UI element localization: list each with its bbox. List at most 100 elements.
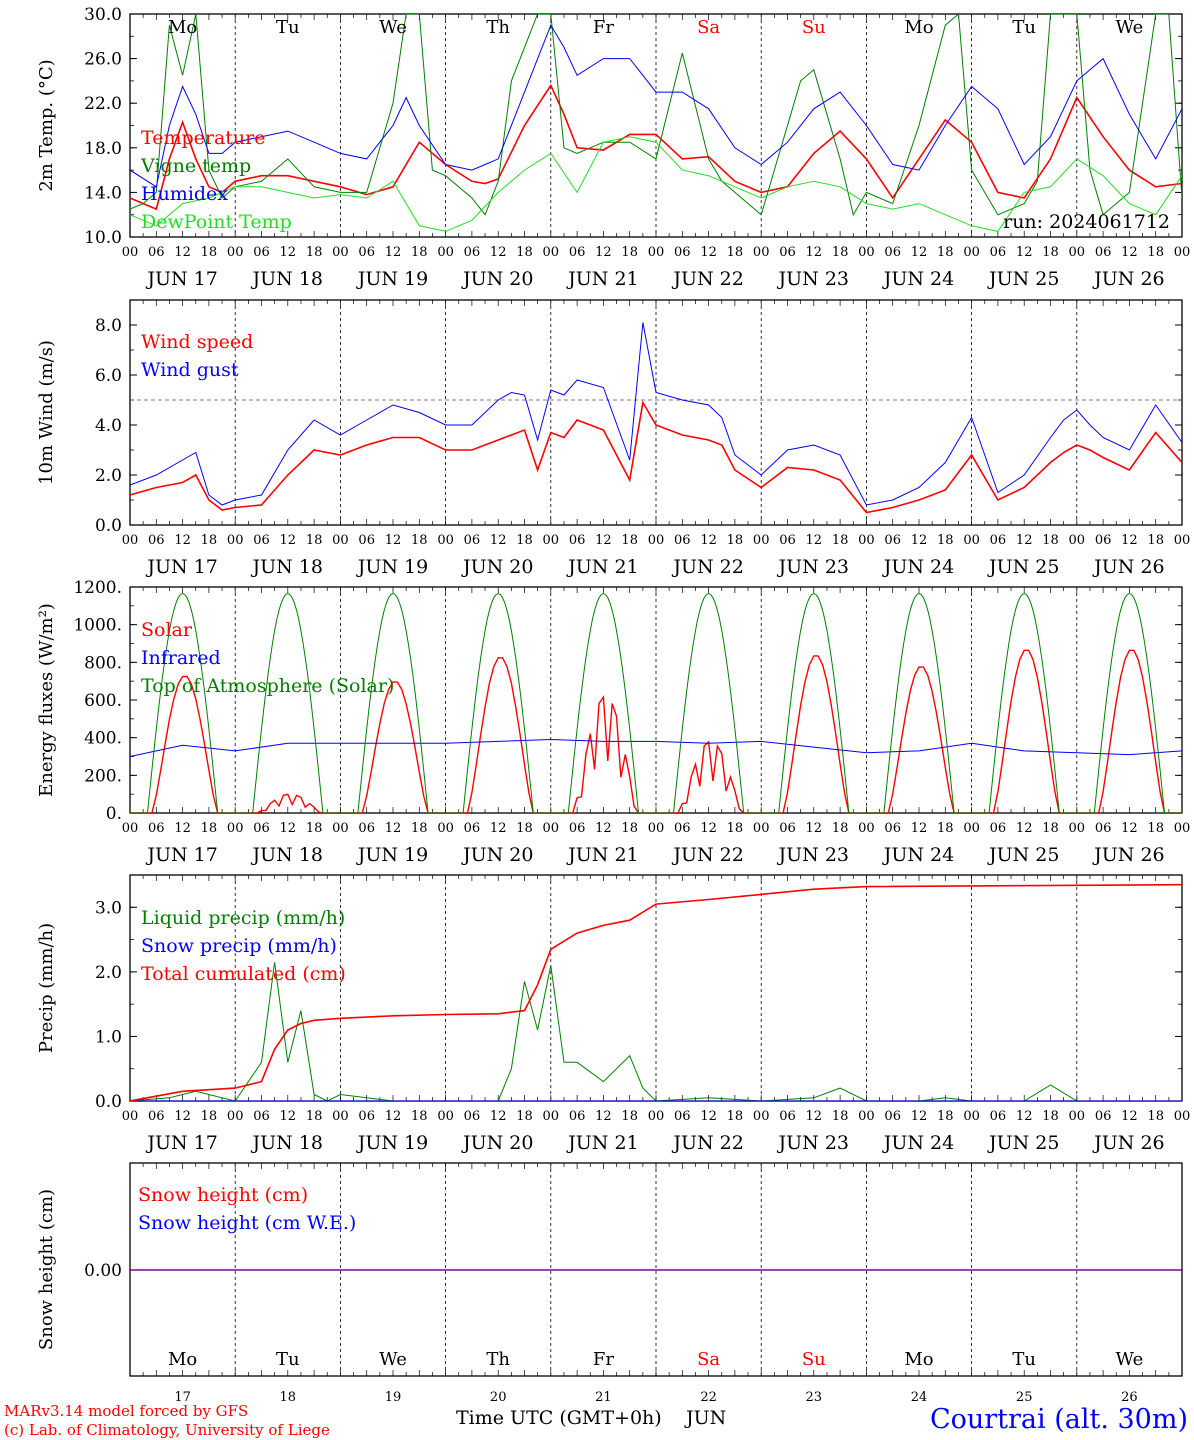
hour-label: 12 <box>174 1109 191 1124</box>
day-number: 18 <box>280 1390 297 1405</box>
hour-label: 12 <box>806 533 823 548</box>
y-tick-label: 3.0 <box>95 898 122 918</box>
y-tick-label: 400. <box>84 729 122 749</box>
hour-label: 12 <box>385 1109 402 1124</box>
hour-label: 00 <box>122 533 139 548</box>
date-label: JUN 23 <box>777 268 849 290</box>
run-label: run: 2024061712 <box>1003 211 1170 233</box>
hour-label: 00 <box>1069 1109 1086 1124</box>
series-group <box>130 883 1182 1101</box>
legend-entry: Solar <box>141 619 193 641</box>
hour-label: 06 <box>884 245 901 260</box>
panel-2: 0.0 2.0 4.0 6.0 8.0 10m Wind (m/s) Wind speed W… <box>36 299 1190 578</box>
hour-label: 00 <box>1069 821 1086 836</box>
hour-label: 18 <box>1042 245 1059 260</box>
hour-label: 12 <box>385 245 402 260</box>
hour-label: 12 <box>595 533 612 548</box>
date-label: JUN 20 <box>461 268 533 290</box>
y-tick-label: 1.0 <box>95 1027 122 1047</box>
hour-label: 18 <box>832 1109 849 1124</box>
legend-entry: Snow precip (mm/h) <box>141 935 337 957</box>
date-label: JUN 22 <box>671 268 743 290</box>
day-number: 19 <box>385 1390 402 1405</box>
hour-label: 06 <box>358 245 375 260</box>
day-number: 24 <box>911 1390 928 1405</box>
hour-label: 12 <box>1121 533 1138 548</box>
hour-label: 18 <box>1042 1109 1059 1124</box>
hour-label: 18 <box>727 821 744 836</box>
hour-label: 00 <box>227 533 244 548</box>
day-name: Th <box>486 1349 510 1370</box>
date-label: JUN 22 <box>671 1132 743 1154</box>
day-name: We <box>379 17 407 38</box>
series-group <box>130 593 1182 813</box>
y-tick-label: 30.0 <box>84 5 122 25</box>
hour-label: 06 <box>358 533 375 548</box>
date-label: JUN 21 <box>566 844 638 866</box>
hour-label: 00 <box>1069 533 1086 548</box>
hour-label: 00 <box>963 245 980 260</box>
hour-label: 18 <box>1147 821 1164 836</box>
hour-label: 00 <box>753 533 770 548</box>
hour-label: 00 <box>858 821 875 836</box>
hour-label: 00 <box>858 245 875 260</box>
hour-label: 18 <box>937 533 954 548</box>
date-label: JUN 26 <box>1092 268 1164 290</box>
hour-label: 18 <box>516 245 533 260</box>
date-label: JUN 26 <box>1092 556 1164 578</box>
y-tick-label: 800. <box>84 653 122 673</box>
day-number: 25 <box>1016 1390 1033 1405</box>
hour-label: 12 <box>1016 821 1033 836</box>
date-label: JUN 21 <box>566 1132 638 1154</box>
hour-label: 06 <box>1095 533 1112 548</box>
panel-3: 0. 200. 400. 600. 800. 1000. 1200. Energy fluxe… <box>36 578 1190 866</box>
hour-label: 12 <box>806 821 823 836</box>
hour-label: 18 <box>621 1109 638 1124</box>
hour-label: 12 <box>1016 245 1033 260</box>
month-label: JUN <box>684 1407 726 1429</box>
day-name: Mo <box>904 17 933 38</box>
hour-label: 12 <box>385 533 402 548</box>
hour-label: 00 <box>122 821 139 836</box>
hour-label: 12 <box>1121 1109 1138 1124</box>
hour-label: 06 <box>148 533 165 548</box>
day-name: Tu <box>1012 1349 1036 1370</box>
day-name: Sa <box>697 17 720 38</box>
hour-label: 18 <box>621 821 638 836</box>
series-line <box>130 83 1182 211</box>
day-name: Fr <box>593 17 614 38</box>
hour-label: 12 <box>280 533 297 548</box>
date-label: JUN 20 <box>461 844 533 866</box>
date-label: JUN 25 <box>987 556 1059 578</box>
hour-label: 00 <box>648 245 665 260</box>
hour-label: 00 <box>122 245 139 260</box>
y-axis-label: Snow height (cm) <box>36 1189 57 1350</box>
legend-entry: Total cumulated (cm) <box>141 963 346 985</box>
day-number: 26 <box>1121 1390 1138 1405</box>
hour-label: 18 <box>1042 821 1059 836</box>
legend-entry: Infrared <box>141 647 221 669</box>
date-label: JUN 21 <box>566 268 638 290</box>
hour-label: 00 <box>1174 821 1191 836</box>
hour-label: 12 <box>700 245 717 260</box>
day-number: 22 <box>700 1390 717 1405</box>
y-axis-label: 2m Temp. (°C) <box>36 59 57 191</box>
hour-label: 00 <box>437 821 454 836</box>
date-label: JUN 19 <box>356 556 428 578</box>
y-axis-label: 10m Wind (m/s) <box>36 340 57 485</box>
series-line <box>130 136 1182 232</box>
hour-label: 00 <box>227 821 244 836</box>
series-line <box>130 400 1182 514</box>
hour-label: 06 <box>464 821 481 836</box>
hour-label: 18 <box>411 533 428 548</box>
hour-label: 00 <box>963 533 980 548</box>
date-label: JUN 24 <box>882 556 954 578</box>
hour-label: 12 <box>174 245 191 260</box>
hour-label: 18 <box>727 533 744 548</box>
hour-label: 00 <box>332 533 349 548</box>
station-label: Courtrai (alt. 30m) <box>930 1404 1188 1435</box>
series-line <box>130 322 1182 506</box>
hour-label: 18 <box>306 1109 323 1124</box>
hour-label: 06 <box>884 1109 901 1124</box>
